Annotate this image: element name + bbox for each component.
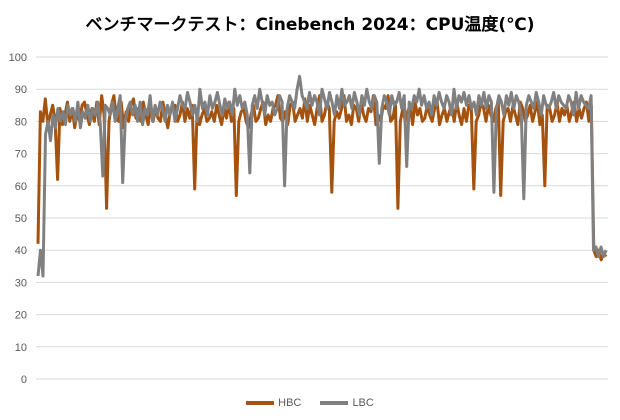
legend-label-lbc: LBC xyxy=(352,397,374,409)
y-tick-label: 10 xyxy=(15,342,27,354)
y-tick-label: 90 xyxy=(15,84,27,96)
y-tick-label: 80 xyxy=(15,116,27,128)
y-tick-label: 0 xyxy=(21,374,27,386)
legend-swatch-lbc xyxy=(320,401,349,405)
y-tick-label: 40 xyxy=(15,245,27,257)
y-tick-label: 70 xyxy=(15,149,27,161)
y-tick-label: 30 xyxy=(15,277,27,289)
y-tick-label: 50 xyxy=(15,213,27,225)
y-tick-label: 100 xyxy=(9,52,27,64)
legend-label-hbc: HBC xyxy=(278,397,302,409)
chart-title: ベンチマークテスト：Cinebench 2024：CPU温度(℃) xyxy=(85,15,535,35)
series-lines xyxy=(36,74,608,278)
legend-item-lbc: LBC xyxy=(320,397,374,409)
series-line-lbc xyxy=(36,74,608,278)
series-line-hbc xyxy=(36,94,608,262)
y-tick-label: 20 xyxy=(15,310,27,322)
legend-swatch-hbc xyxy=(246,401,275,405)
legend-item-hbc: HBC xyxy=(246,397,301,409)
legend: HBC LBC xyxy=(0,396,620,409)
y-tick-label: 60 xyxy=(15,181,27,193)
y-axis: 0 10 20 30 40 50 60 70 80 90 100 xyxy=(9,52,27,386)
